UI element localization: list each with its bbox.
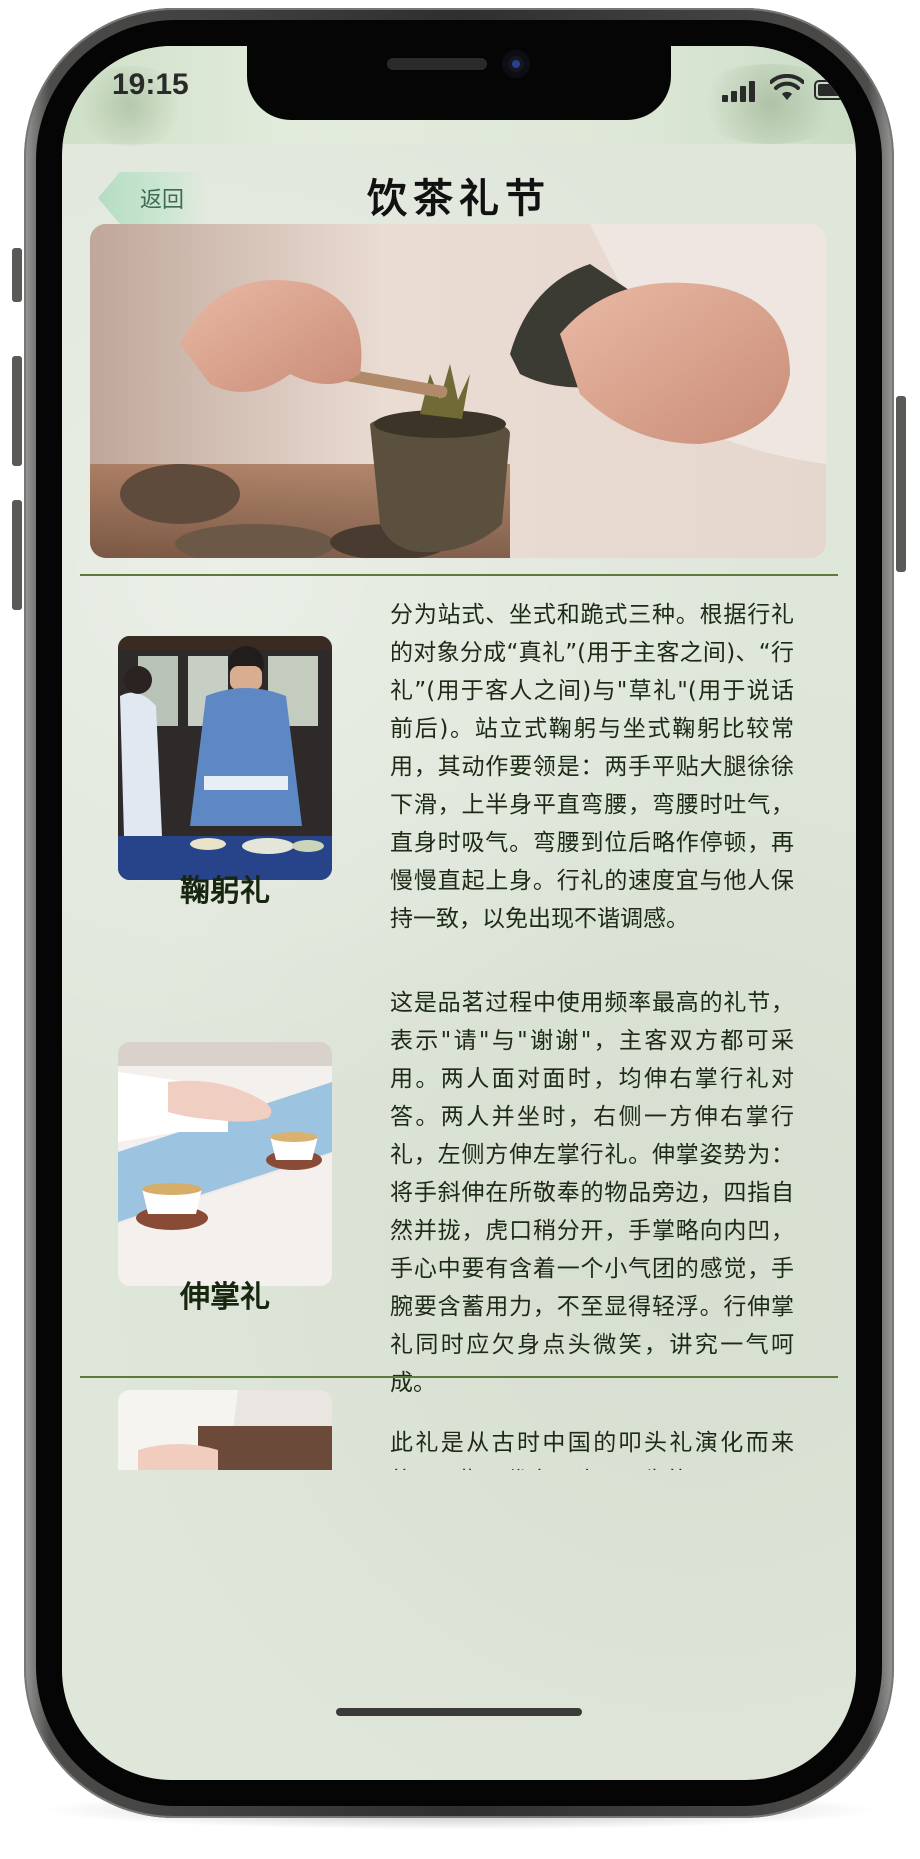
section-description: 这是品茗过程中使用频率最高的礼节，表示"请"与"谢谢"，主客双方都可采用。两人面… [390, 990, 794, 1396]
phone-screen: 19:15 返回 饮茶礼节 [62, 46, 856, 1780]
mute-switch [12, 248, 22, 302]
back-button[interactable]: 返回 [98, 172, 206, 224]
bowing-man-illustration [118, 636, 332, 880]
tea-ceremony-illustration [90, 224, 826, 558]
wifi-icon [770, 74, 804, 100]
speaker-grille [387, 58, 487, 70]
status-time: 19:15 [112, 68, 189, 101]
section-title: 鞠躬礼 [180, 874, 270, 909]
ink-painting-decoration [690, 64, 850, 144]
volume-down-button [12, 500, 22, 610]
page-title: 饮茶礼节 [367, 175, 551, 222]
section-description-clip: 此礼是从古时中国的叩头礼演化而来的，叩指即代表叩头。早先的叩 [390, 1424, 794, 1470]
volume-up-button [12, 356, 22, 466]
front-camera [502, 50, 530, 78]
section-divider [80, 574, 838, 576]
section-divider [80, 1376, 838, 1378]
section-title: 伸掌礼 [180, 1280, 270, 1315]
notch [247, 46, 671, 120]
cellular-signal-icon [722, 80, 762, 102]
home-indicator[interactable] [336, 1708, 582, 1716]
section-description: 此礼是从古时中国的叩头礼演化而来的，叩指即代表叩头。早先的叩 [390, 1430, 794, 1470]
back-button-label: 返回 [139, 188, 184, 213]
knit-sleeve-illustration [118, 1390, 332, 1470]
finger-tap-etiquette-image [118, 1390, 332, 1470]
power-button [896, 396, 906, 572]
palm-gesture-etiquette-image [118, 1042, 332, 1286]
hero-image [90, 224, 826, 558]
bowing-etiquette-image [118, 636, 332, 880]
ink-painting-decoration [70, 66, 190, 146]
battery-icon [814, 80, 856, 100]
section-description: 分为站式、坐式和跪式三种。根据行礼的对象分成“真礼”(用于主客之间)、“行礼”(… [390, 602, 794, 932]
extended-palm-illustration [118, 1042, 332, 1286]
